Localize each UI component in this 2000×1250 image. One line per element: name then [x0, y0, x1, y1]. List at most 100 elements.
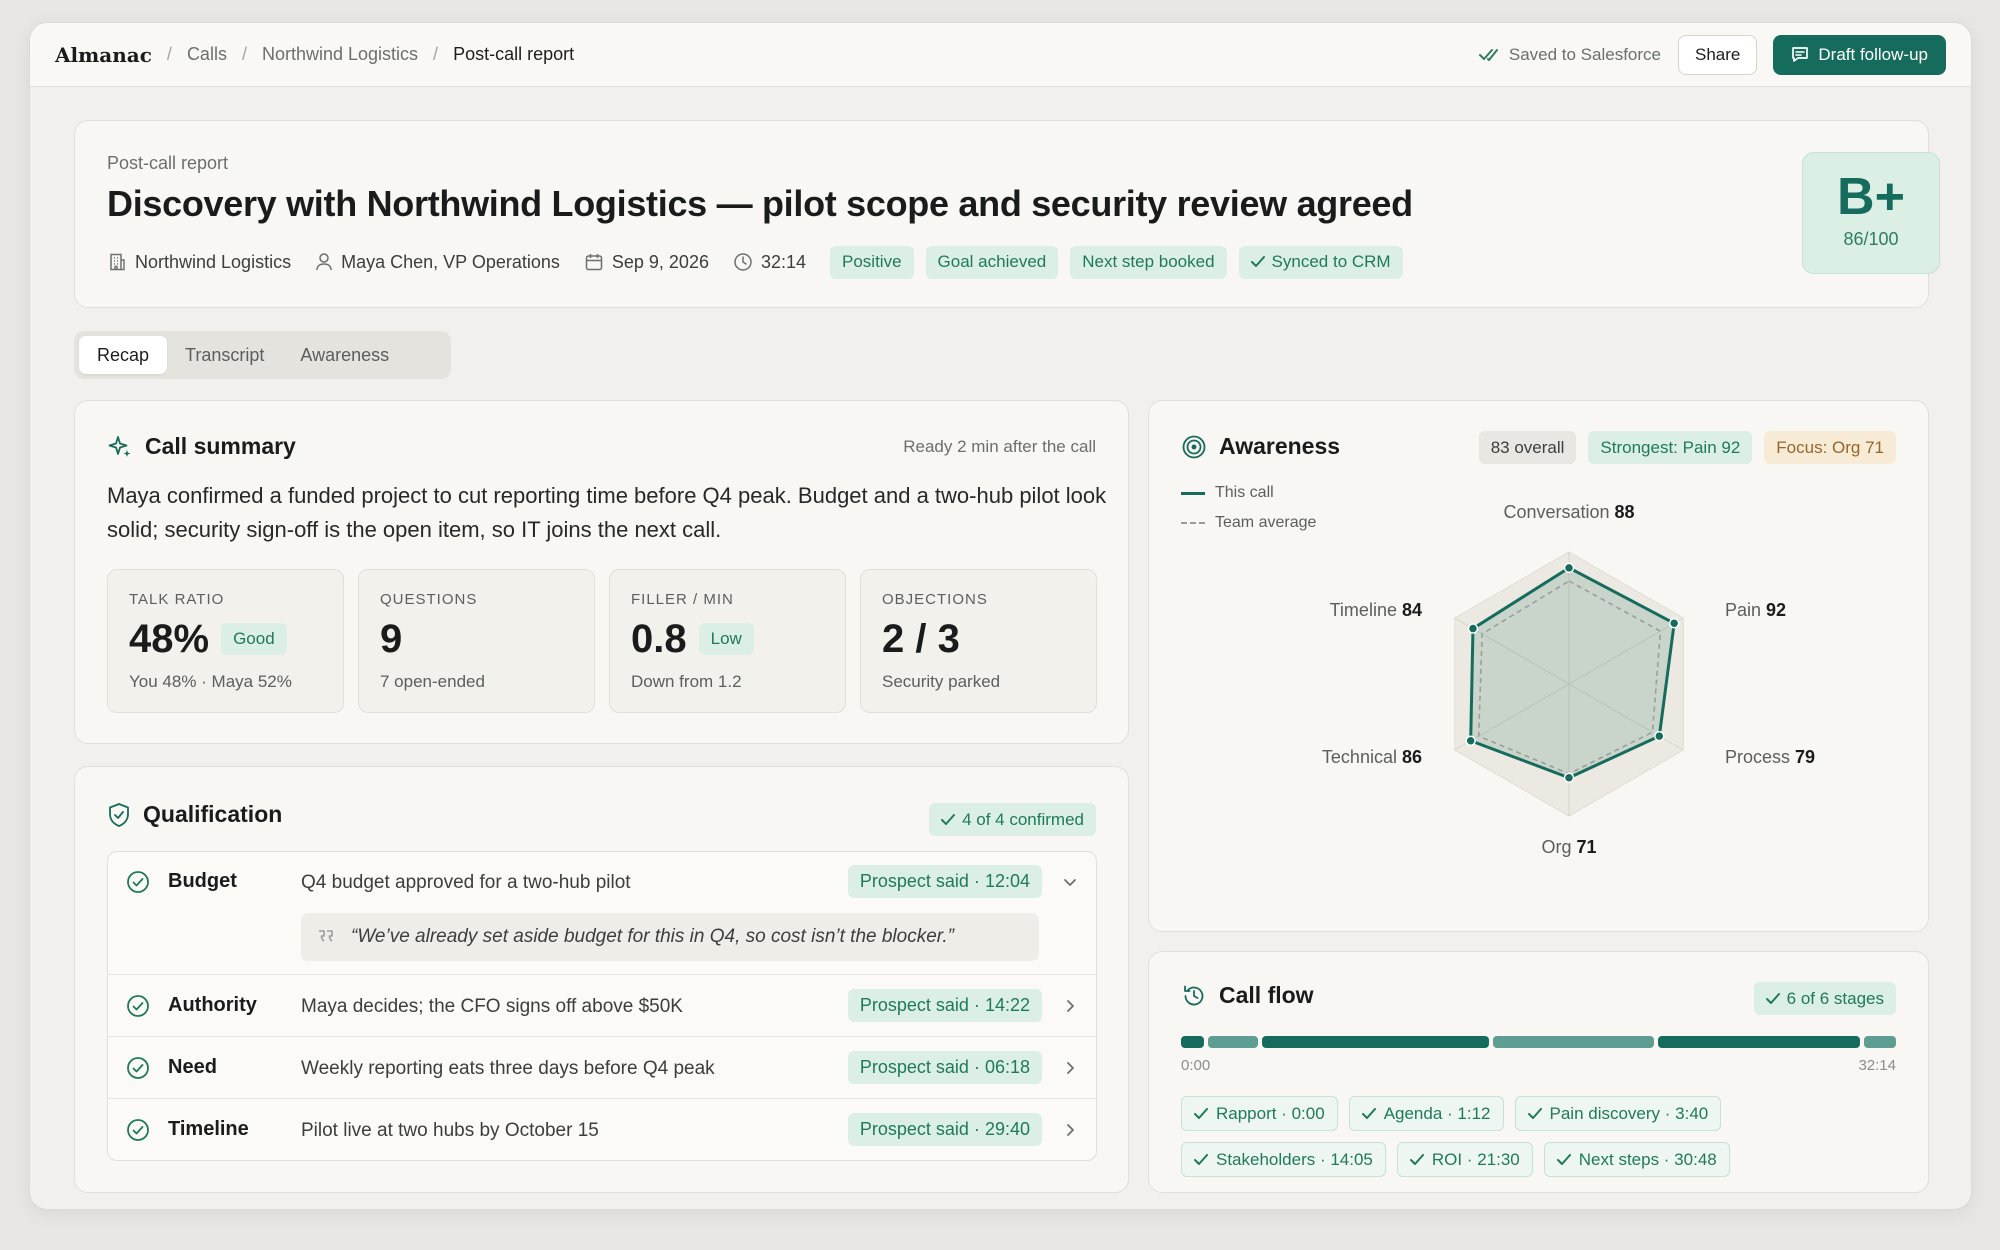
timeline-end: 32:14 — [1858, 1057, 1896, 1074]
stage-chip-stakeholders[interactable]: Stakeholders · 14:05 — [1181, 1142, 1386, 1177]
qualification-card: Qualification 4 of 4 confirmed Budget Q4… — [74, 766, 1129, 1193]
stages-badge: 6 of 6 stages — [1753, 982, 1896, 1015]
call-meta: Northwind Logistics Maya Chen, VP Operat… — [107, 245, 1415, 279]
sparkle-icon — [108, 435, 131, 457]
chevron-right-icon[interactable] — [1062, 1060, 1078, 1076]
quote-icon — [319, 930, 333, 942]
stage-chip-agenda[interactable]: Agenda · 1:12 — [1348, 1096, 1504, 1131]
overall-badge: 83 overall — [1478, 431, 1577, 464]
radar-spoke — [1568, 617, 1684, 685]
timeline-segment[interactable] — [1207, 1036, 1259, 1048]
draft-follow-up-button[interactable]: Draft follow-up — [1773, 34, 1946, 75]
radar-axis-label-process: Process 79 — [1725, 747, 1815, 767]
stage-chip-roi[interactable]: ROI · 21:30 — [1396, 1142, 1533, 1177]
app-window: Almanac / Calls / Northwind Logistics / … — [29, 22, 1972, 1210]
check-circle-icon — [127, 871, 149, 893]
qual-row-budget[interactable]: Budget Q4 budget approved for a two-hub … — [108, 852, 1096, 975]
focus-badge: Focus: Org 71 — [1764, 431, 1896, 464]
tab-awareness[interactable]: Awareness — [300, 344, 390, 365]
check-icon — [1361, 1107, 1376, 1119]
target-icon — [1182, 435, 1206, 458]
radar-spoke — [1568, 683, 1684, 751]
legend-this-call: This call — [1181, 478, 1316, 508]
calendar-icon — [585, 254, 603, 271]
breadcrumb-current: Post-call report — [453, 44, 575, 64]
stage-chip-next-steps[interactable]: Next steps · 30:48 — [1543, 1142, 1730, 1177]
stat-badge: Low — [698, 623, 754, 655]
tab-transcript[interactable]: Transcript — [185, 344, 265, 365]
breadcrumb-calls[interactable]: Calls — [186, 44, 227, 64]
check-circle-icon — [127, 1119, 149, 1141]
meta-contact: Maya Chen, VP Operations — [315, 252, 560, 273]
meta-duration: 32:14 — [733, 252, 806, 273]
chevron-right-icon[interactable] — [1062, 1122, 1078, 1138]
radar-axis-label-timeline: Timeline 84 — [1330, 600, 1422, 620]
stage-chip-rapport[interactable]: Rapport · 0:00 — [1181, 1096, 1338, 1131]
share-button[interactable]: Share — [1678, 34, 1758, 75]
radar-axis-label-technical: Technical 86 — [1322, 747, 1422, 767]
check-icon — [1250, 256, 1265, 267]
call-flow-heading: Call flow — [1181, 982, 1314, 1009]
legend-team-average: Team average — [1181, 508, 1316, 538]
source-badge[interactable]: Prospect said · 06:18 — [847, 1051, 1042, 1084]
radar-legend: This call Team average — [1181, 478, 1316, 538]
check-icon — [1765, 992, 1780, 1004]
report-header: Post-call report Discovery with Northwin… — [74, 120, 1940, 308]
timeline-segment[interactable] — [1657, 1036, 1861, 1048]
qual-row-need[interactable]: Need Weekly reporting eats three days be… — [108, 1037, 1096, 1099]
awareness-heading: Awareness — [1181, 433, 1340, 460]
breadcrumb-account[interactable]: Northwind Logistics — [261, 44, 419, 64]
radar-area-this-call — [1470, 567, 1675, 778]
check-circle-icon — [127, 1057, 149, 1079]
meta-date: Sep 9, 2026 — [584, 252, 709, 273]
clock-icon — [734, 253, 752, 271]
timeline-segment[interactable] — [1493, 1036, 1654, 1048]
stage-chips: Rapport · 0:00 Agenda · 1:12 Pain discov… — [1181, 1096, 1901, 1188]
call-flow-timeline — [1181, 1036, 1896, 1048]
radar-point-pain — [1668, 618, 1680, 629]
source-badge[interactable]: Prospect said · 12:04 — [847, 865, 1042, 898]
check-icon — [1409, 1153, 1424, 1165]
top-bar: Almanac / Calls / Northwind Logistics / … — [30, 23, 1971, 87]
call-summary-card: Call summary Ready 2 min after the call … — [74, 400, 1129, 744]
saved-status: Saved to Salesforce — [1478, 45, 1661, 65]
call-summary-heading: Call summary — [107, 433, 296, 460]
check-icon — [1194, 1107, 1208, 1119]
qualification-heading: Qualification — [107, 801, 282, 828]
shield-check-icon — [109, 802, 129, 827]
source-badge[interactable]: Prospect said · 29:40 — [847, 1113, 1042, 1146]
check-circle-icon — [127, 995, 149, 1017]
awareness-radar-chart: Conversation 88 Pain 92 Process 79 Org 71 Te… — [1322, 502, 1815, 857]
tag-crm: Synced to CRM — [1238, 245, 1403, 279]
grade-badge: B+ 86/100 — [1802, 152, 1940, 274]
tag-sentiment: Positive — [830, 245, 914, 279]
qualification-confirmed-badge: 4 of 4 confirmed — [929, 803, 1096, 836]
stage-chip-pain-discovery[interactable]: Pain discovery · 3:40 — [1514, 1096, 1722, 1131]
message-icon — [1792, 46, 1809, 62]
tab-recap[interactable]: Recap — [79, 336, 168, 374]
tag-next-step: Next step booked — [1070, 245, 1227, 279]
radar-point-timeline — [1467, 623, 1479, 634]
report-eyebrow: Post-call report — [107, 153, 229, 173]
person-icon — [316, 253, 332, 271]
qual-row-authority[interactable]: Authority Maya decides; the CFO signs of… — [108, 975, 1096, 1037]
radar-point-technical — [1465, 735, 1476, 747]
radar-axis-label-pain: Pain 92 — [1725, 600, 1786, 620]
chevron-right-icon[interactable] — [1062, 998, 1078, 1014]
meta-company: Northwind Logistics — [107, 252, 291, 273]
building-icon — [110, 253, 125, 271]
tag-goal: Goal achieved — [925, 245, 1059, 279]
brand-logo[interactable]: Almanac — [55, 42, 152, 67]
prospect-quote: “We’ve already set aside budget for this… — [301, 913, 1039, 961]
timeline-segment[interactable] — [1181, 1036, 1204, 1048]
stat-talk-ratio: TALK RATIO 48% Good You 48% · Maya 52% — [107, 569, 344, 713]
check-icon — [1556, 1153, 1571, 1165]
strongest-badge: Strongest: Pain 92 — [1588, 431, 1753, 464]
source-badge[interactable]: Prospect said · 14:22 — [847, 989, 1042, 1022]
radar-axis-label-org: Org 71 — [1541, 837, 1596, 857]
timeline-segment[interactable] — [1262, 1036, 1490, 1048]
qual-row-timeline[interactable]: Timeline Pilot live at two hubs by Octob… — [108, 1099, 1096, 1160]
timeline-segment[interactable] — [1864, 1036, 1896, 1048]
check-icon — [1527, 1107, 1542, 1119]
chevron-down-icon[interactable] — [1062, 874, 1078, 890]
